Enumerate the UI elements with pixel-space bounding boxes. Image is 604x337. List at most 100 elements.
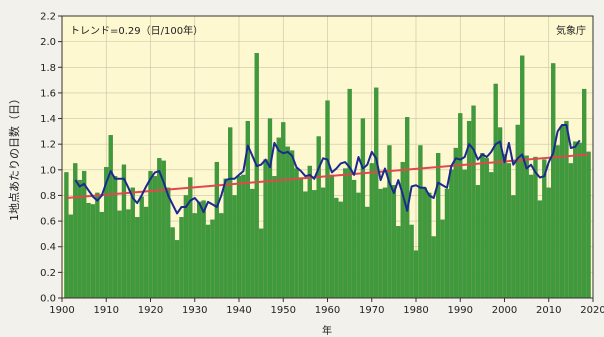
bar-1962 — [334, 197, 339, 299]
bar-2007 — [533, 156, 538, 299]
bar-1968 — [360, 118, 366, 299]
bar-1963 — [338, 201, 343, 299]
x-tick-label: 2000 — [492, 305, 517, 316]
bar-2002 — [511, 195, 516, 299]
bar-1940 — [236, 176, 242, 299]
bar-1933 — [205, 224, 211, 299]
bar-1948 — [272, 176, 277, 299]
bar-1944 — [254, 53, 259, 299]
bar-1932 — [201, 200, 206, 299]
x-tick-label: 1960 — [315, 305, 340, 316]
y-axis: 0.0 0.2 0.4 0.6 0.8 1.0 1.2 1.4 1.6 1.8 2.0 2.2 — [40, 12, 62, 305]
bar-2006 — [528, 174, 534, 299]
bar-1987 — [444, 188, 450, 299]
x-tick-label: 1930 — [182, 305, 207, 316]
bar-1919 — [143, 206, 149, 299]
bar-1936 — [219, 213, 224, 299]
bar-1975 — [391, 185, 397, 299]
bar-1929 — [188, 177, 193, 299]
bar-1934 — [210, 219, 215, 299]
bar-2018 — [582, 88, 587, 299]
bar-2005 — [524, 155, 529, 299]
bar-1964 — [343, 168, 348, 299]
bar-1917 — [135, 217, 140, 299]
x-tick-label: 1990 — [448, 305, 473, 316]
y-tick-label: 1.2 — [40, 140, 56, 151]
x-axis: 1900 1910 1920 1930 1940 1950 1960 1970 1980 1990… — [49, 298, 604, 316]
bar-1990 — [458, 113, 463, 299]
bar-1983 — [427, 192, 432, 299]
bar-1996 — [484, 158, 489, 299]
bar-1907 — [90, 204, 96, 299]
bar-2003 — [515, 124, 520, 299]
bar-1911 — [108, 135, 113, 299]
bar-1908 — [95, 192, 100, 299]
bar-1999 — [497, 127, 503, 299]
bar-1958 — [316, 136, 321, 299]
bar-1935 — [214, 161, 220, 299]
bar-1901 — [64, 172, 69, 299]
bar-1976 — [396, 226, 401, 299]
bar-2014 — [564, 120, 569, 299]
bar-1913 — [117, 210, 122, 299]
bar-1953 — [294, 168, 299, 299]
y-tick-label: 2.0 — [40, 37, 56, 48]
bar-1993 — [471, 105, 476, 299]
bar-1966 — [351, 179, 357, 299]
bar-2017 — [577, 142, 582, 299]
bar-1916 — [130, 187, 135, 299]
bar-2011 — [551, 63, 556, 299]
bar-1974 — [387, 145, 392, 299]
bar-1939 — [232, 195, 237, 299]
bar-1986 — [440, 219, 445, 299]
annotation-trend: トレンド=0.29（日/100年） — [70, 24, 203, 37]
bar-1965 — [347, 88, 352, 299]
lines — [66, 124, 589, 215]
bar-2004 — [520, 55, 525, 299]
bar-1956 — [307, 165, 312, 299]
y-tick-label: 0.0 — [40, 294, 56, 305]
bar-1928 — [183, 195, 189, 299]
bar-1961 — [329, 174, 335, 299]
bar-2008 — [537, 200, 543, 299]
bar-1943 — [250, 188, 255, 299]
bar-2000 — [502, 154, 507, 299]
y-tick-label: 0.2 — [40, 268, 56, 279]
bar-1988 — [449, 169, 454, 299]
x-tick-label: 1980 — [403, 305, 428, 316]
bar-1957 — [312, 190, 317, 299]
bar-2001 — [506, 163, 512, 299]
x-tick-label: 2010 — [536, 305, 561, 316]
bar-1979 — [409, 224, 414, 299]
bar-1927 — [179, 217, 184, 299]
bar-1991 — [462, 169, 467, 299]
y-tick-label: 2.2 — [40, 12, 56, 23]
x-tick-label: 1910 — [94, 305, 119, 316]
bar-1970 — [369, 163, 374, 299]
bar-1984 — [431, 236, 436, 299]
y-tick-label: 0.8 — [40, 191, 56, 202]
bar-1972 — [378, 188, 383, 299]
y-tick-label: 0.4 — [40, 242, 56, 253]
bar-1959 — [320, 187, 326, 299]
y-tick-label: 1.0 — [40, 165, 56, 176]
bar-2019 — [586, 151, 591, 299]
bar-1931 — [197, 201, 202, 299]
x-axis-title: 年 — [322, 324, 332, 337]
y-tick-label: 1.6 — [40, 88, 56, 99]
bar-1995 — [480, 153, 485, 299]
bar-2015 — [568, 163, 574, 299]
bar-1985 — [435, 153, 441, 299]
bar-1994 — [475, 185, 481, 299]
bar-2013 — [559, 126, 565, 299]
bar-1982 — [422, 187, 427, 299]
bar-1989 — [453, 147, 458, 299]
y-tick-label: 1.4 — [40, 114, 56, 125]
bar-1997 — [489, 172, 494, 299]
bar-1951 — [285, 146, 290, 299]
bar-1950 — [281, 122, 286, 299]
bar-1955 — [303, 191, 308, 299]
annotation-source: 気象庁 — [556, 24, 586, 37]
bar-1926 — [174, 240, 180, 299]
